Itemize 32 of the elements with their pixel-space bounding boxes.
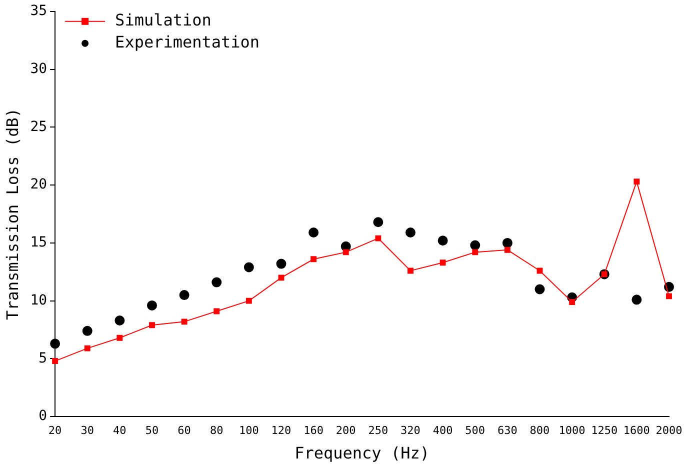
x-tick-label: 30 [80, 424, 94, 438]
x-axis-title: Frequency (Hz) [294, 444, 430, 463]
x-tick-label: 320 [400, 424, 420, 438]
x-tick-label: 80 [210, 424, 224, 438]
x-tick-label: 630 [498, 424, 518, 438]
x-tick-label: 400 [432, 424, 453, 438]
y-tick-label: 0 [38, 408, 48, 424]
x-tick-label: 40 [113, 424, 126, 438]
x-tick-label: 250 [368, 424, 388, 438]
x-tick-label: 1250 [591, 424, 618, 438]
y-tick-label: 10 [30, 292, 48, 308]
y-tick-label: 5 [38, 350, 48, 366]
y-tick-label: 25 [30, 118, 48, 135]
x-tick-label: 60 [178, 424, 191, 438]
x-tick-label: 160 [304, 424, 324, 438]
x-tick-label: 500 [465, 424, 486, 438]
y-tick-label: 30 [30, 60, 48, 77]
x-tick-label: 1000 [558, 424, 586, 438]
y-axis-title: Transmission Loss (dB) [2, 108, 22, 320]
legend-label: Simulation [115, 10, 212, 30]
x-tick-label: 1600 [623, 424, 650, 438]
x-tick-label: 800 [530, 424, 550, 438]
y-tick-label: 15 [30, 234, 48, 251]
x-tick-label: 200 [336, 424, 356, 438]
x-tick-label: 2000 [656, 424, 682, 438]
y-tick-label: 35 [30, 3, 48, 20]
x-tick-label: 120 [271, 424, 292, 438]
x-tick-label: 100 [238, 424, 259, 438]
legend-label: Experimentation [115, 32, 260, 52]
x-tick-label: 20 [48, 424, 62, 438]
y-tick-label: 20 [30, 176, 48, 193]
x-tick-label: 50 [145, 424, 159, 438]
